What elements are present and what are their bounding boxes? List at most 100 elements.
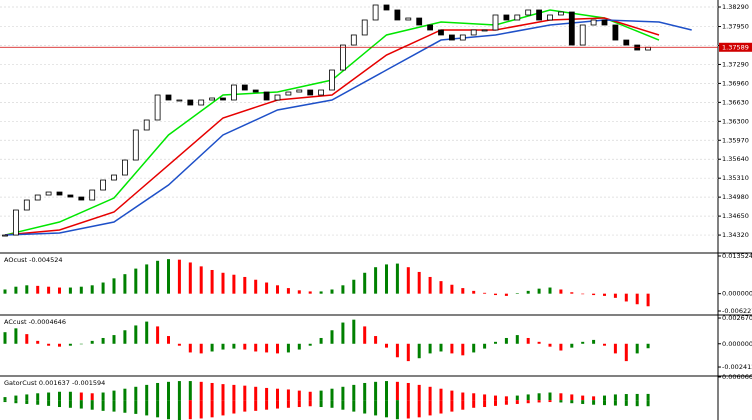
histogram-bar (243, 276, 247, 294)
candle (89, 189, 96, 201)
gator-bar (526, 400, 530, 404)
candle (547, 14, 553, 21)
gator-bar (221, 400, 225, 416)
histogram-bar (265, 282, 269, 294)
gator-bar (559, 400, 563, 403)
candle (132, 129, 139, 161)
histogram-bar (47, 343, 51, 346)
gator-bar (439, 388, 443, 401)
gator-bar (145, 400, 149, 416)
histogram-bar (25, 285, 29, 294)
gator-bar (385, 400, 388, 418)
candle (612, 24, 619, 41)
gator-bar (537, 393, 541, 401)
histogram-bar (112, 278, 116, 294)
y-tick-label: 1.34980 (722, 193, 749, 201)
candle (470, 29, 477, 36)
gator-bar (134, 400, 138, 414)
current-price-box (719, 42, 752, 52)
histogram-bar (592, 339, 596, 344)
histogram-bar (3, 332, 7, 344)
candle (230, 84, 237, 101)
gator-bar (603, 395, 606, 401)
histogram-bar (559, 289, 563, 294)
histogram-bar (548, 287, 552, 294)
histogram-bar (417, 271, 421, 294)
histogram-bar (559, 343, 563, 351)
histogram-bar (494, 341, 497, 344)
candle (536, 9, 542, 21)
candle (558, 11, 564, 16)
histogram-bar (145, 321, 149, 344)
histogram-bar (330, 330, 334, 344)
histogram-bar (504, 293, 508, 296)
histogram-bar (145, 264, 149, 294)
gator-bar (232, 384, 236, 401)
candle (285, 91, 292, 96)
gator-bar (537, 400, 541, 403)
gator-bar (199, 381, 203, 401)
gator-bar (330, 400, 334, 408)
gator-bar (254, 400, 258, 411)
histogram-bar (101, 337, 105, 344)
indicator-label: AOcust -0.004524 (4, 256, 63, 264)
histogram-bar (395, 263, 399, 294)
histogram-bar (243, 343, 247, 350)
gator-bar (58, 400, 61, 408)
gator-bar (308, 400, 312, 407)
gator-bar (548, 392, 552, 401)
gator-bar (265, 387, 269, 401)
y-tick-label: 0.0000000 (722, 340, 752, 348)
gator-bar (156, 400, 160, 418)
histogram-bar (101, 282, 105, 294)
gator-bar (428, 400, 432, 416)
histogram-bar (90, 285, 94, 294)
gator-bar (36, 393, 40, 401)
gator-bar (36, 400, 40, 405)
gator-bar (603, 400, 606, 406)
gator-bar (101, 400, 105, 411)
histogram-bar (221, 343, 225, 350)
histogram-bar (68, 343, 72, 346)
histogram-bar (188, 343, 192, 353)
histogram-bar (254, 279, 258, 294)
gator-bar (199, 400, 203, 419)
gator-bar (581, 400, 585, 404)
histogram-bar (428, 276, 432, 294)
candle (111, 174, 117, 181)
candle (601, 19, 608, 26)
gator-bar (363, 382, 367, 401)
histogram-bar (439, 281, 443, 294)
histogram-bar (352, 319, 356, 344)
candle (220, 97, 226, 101)
gator-bar (461, 400, 465, 410)
histogram-bar (515, 335, 519, 344)
gator-bar (134, 386, 138, 401)
histogram-bar (341, 322, 345, 344)
candle (427, 24, 434, 31)
candle (100, 179, 106, 191)
histogram-bar (592, 293, 596, 296)
gator-bar (461, 392, 465, 401)
histogram-bar (297, 290, 301, 294)
histogram-bar (581, 341, 585, 344)
histogram-bar (79, 343, 83, 345)
gator-bar (635, 400, 639, 407)
candle (579, 24, 586, 46)
histogram-bar (156, 260, 160, 294)
gator-bar (167, 400, 170, 420)
histogram-bar (14, 328, 18, 344)
gator-bar (374, 381, 378, 401)
gator-bar (221, 384, 225, 401)
histogram-bar (3, 289, 7, 294)
histogram-bar (210, 343, 214, 352)
histogram-bar (199, 343, 203, 354)
histogram-bar (624, 343, 628, 362)
gator-bar (254, 386, 258, 401)
gator-bar (548, 400, 552, 403)
histogram-bar (167, 336, 170, 344)
gator-bar (646, 400, 650, 407)
y-tick-label: 1.35970 (722, 136, 749, 144)
histogram-bar (450, 343, 454, 354)
